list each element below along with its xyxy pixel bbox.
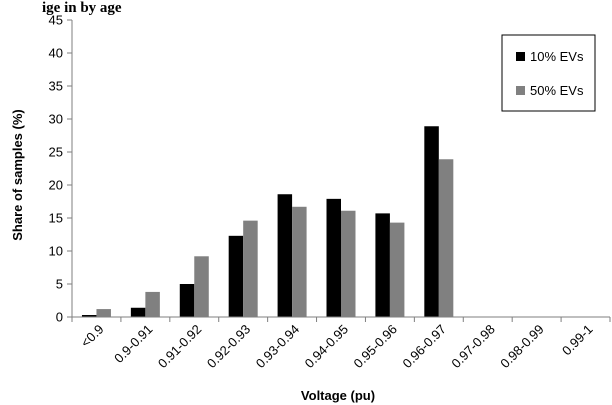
legend-swatch: [516, 86, 525, 95]
bar-series-2: [438, 159, 454, 317]
bar-series-2: [389, 222, 405, 317]
bar-series-2: [194, 256, 209, 317]
x-tick-label: 0.98-0.99: [497, 322, 546, 371]
bar-series-1: [424, 126, 439, 317]
y-axis-title: Share of samples (%): [10, 109, 25, 241]
y-tick-label: 30: [49, 112, 63, 127]
bar-series-2: [243, 220, 258, 317]
x-tick-label: 0.92-0.93: [204, 322, 253, 371]
legend: 10% EVs 50% EVs: [501, 34, 596, 112]
x-tick-label: 0.93-0.94: [253, 322, 302, 371]
y-tick-label: 25: [49, 145, 63, 160]
y-tick-label: 0: [56, 310, 63, 325]
y-tick-label: 20: [49, 178, 63, 193]
bar-series-2: [96, 309, 111, 317]
x-tick-label: 0.99-1: [559, 322, 596, 359]
legend-box: [501, 34, 596, 112]
x-tick-label: 0.94-0.95: [302, 322, 351, 371]
x-tick-label: <0.9: [78, 322, 107, 351]
bar-series-2: [341, 210, 356, 317]
bars-group: [81, 126, 454, 317]
y-tick-label: 40: [49, 46, 63, 61]
bar-series-2: [292, 206, 307, 317]
bar-series-1: [326, 198, 341, 317]
bar-series-1: [228, 235, 244, 317]
y-tick-label: 35: [49, 79, 63, 94]
caption-fragment: ige in by age: [42, 0, 122, 16]
y-tick-label: 10: [49, 244, 63, 259]
y-axis-ticks: 0 5 10 15 20 25 30 35 40 45: [49, 13, 72, 325]
y-tick-label: 45: [49, 13, 63, 28]
x-axis-title: Voltage (pu): [301, 388, 375, 403]
legend-label: 10% EVs: [530, 49, 584, 64]
legend-label: 50% EVs: [530, 83, 584, 98]
bar-series-2: [145, 291, 160, 317]
legend-swatch: [516, 52, 525, 61]
y-tick-label: 15: [49, 211, 63, 226]
bar-series-1: [179, 284, 195, 317]
y-tick-label: 5: [56, 277, 63, 292]
x-axis-ticks: <0.9 0.9-0.91 0.91-0.92 0.92-0.93 0.93-0.94 0…: [71, 317, 611, 371]
bar-series-1: [277, 194, 293, 317]
bar-series-1: [375, 213, 390, 317]
x-tick-label: 0.95-0.96: [351, 322, 400, 371]
x-tick-label: 0.97-0.98: [448, 322, 497, 371]
x-tick-label: 0.9-0.91: [111, 322, 155, 366]
x-tick-label: 0.96-0.97: [399, 322, 448, 371]
bar-series-1: [130, 307, 146, 317]
x-tick-label: 0.91-0.92: [155, 322, 204, 371]
bar-series-1: [81, 315, 97, 317]
